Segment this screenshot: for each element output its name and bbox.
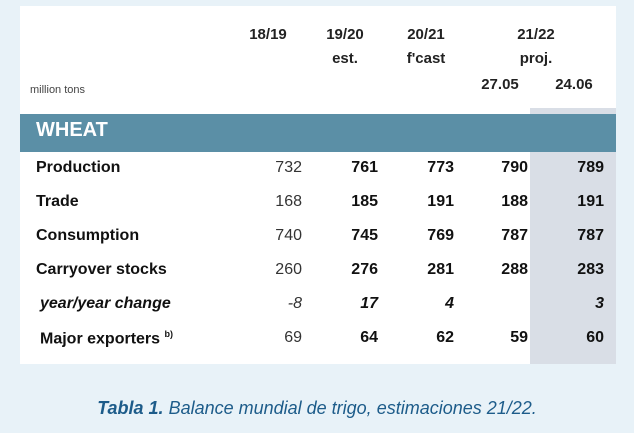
cell-production-2406: 789 [577, 159, 604, 176]
cell-exporters-1819: 69 [284, 329, 302, 346]
cell-carryover-2705: 288 [501, 261, 528, 278]
major-exporters-text: Major exporters [40, 330, 161, 348]
row-label-trade: Trade [36, 193, 79, 210]
cell-trade-2705: 188 [501, 193, 528, 210]
cell-consumption-2406: 787 [577, 227, 604, 244]
cell-trade-1920: 185 [351, 193, 378, 210]
cell-production-2021: 773 [427, 159, 454, 176]
header-21-22: 21/22 [517, 26, 555, 43]
cell-trade-2406: 191 [577, 193, 604, 210]
cell-consumption-1920: 745 [351, 227, 378, 244]
cell-consumption-2705: 787 [501, 227, 528, 244]
caption-prefix: Tabla 1. [97, 398, 164, 418]
cell-production-2705: 790 [501, 159, 528, 176]
header-24-06: 24.06 [555, 76, 593, 93]
cell-production-1920: 761 [351, 159, 378, 176]
row-label-consumption: Consumption [36, 227, 140, 244]
cell-yychange-2406: 3 [595, 295, 604, 312]
header-21-22-sub: proj. [519, 50, 553, 67]
header-20-21: 20/21 [407, 26, 445, 43]
cell-yychange-1819: -8 [287, 295, 302, 312]
cell-exporters-2021: 62 [436, 329, 454, 346]
unit-label: million tons [30, 84, 86, 96]
footnote-marker: b) [164, 329, 174, 339]
row-label-year-change: year/year change [40, 295, 171, 312]
cell-exporters-2705: 59 [510, 329, 528, 346]
cell-trade-1819: 168 [275, 193, 302, 210]
header-20-21-sub: f'cast [406, 50, 446, 67]
cell-exporters-2406: 60 [586, 329, 604, 346]
cell-consumption-1819: 740 [275, 227, 302, 244]
header-19-20-sub: est. [332, 50, 358, 67]
row-label-carryover-stocks: Carryover stocks [36, 261, 167, 278]
cell-carryover-1819: 260 [275, 261, 302, 278]
header-19-20: 19/20 [326, 26, 364, 43]
cell-consumption-2021: 769 [427, 227, 454, 244]
cell-production-1819: 732 [275, 159, 302, 176]
row-label-major-exporters: Major exporters b) [40, 329, 173, 348]
cell-yychange-2021: 4 [445, 295, 454, 312]
cell-exporters-1920: 64 [360, 329, 378, 346]
cell-yychange-1920: 17 [360, 295, 378, 312]
section-label: WHEAT [36, 119, 108, 141]
cell-carryover-1920: 276 [351, 261, 378, 278]
cell-trade-2021: 191 [427, 193, 454, 210]
caption-text: Balance mundial de trigo, estimaciones 2… [163, 398, 537, 418]
cell-carryover-2406: 283 [577, 261, 604, 278]
header-18-19: 18/19 [249, 26, 287, 43]
row-label-production: Production [36, 159, 121, 176]
section-band [20, 114, 616, 152]
cell-carryover-2021: 281 [427, 261, 454, 278]
header-27-05: 27.05 [481, 76, 519, 93]
table-caption: Tabla 1. Balance mundial de trigo, estim… [0, 398, 634, 419]
table-panel [20, 6, 616, 364]
